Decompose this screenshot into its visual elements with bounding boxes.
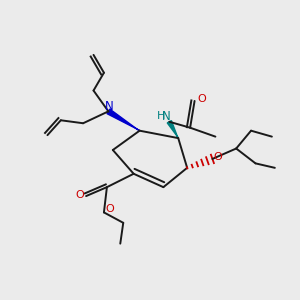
Text: O: O [75, 190, 84, 200]
Text: N: N [105, 100, 113, 113]
Polygon shape [167, 121, 178, 138]
Text: O: O [198, 94, 206, 104]
Text: O: O [213, 152, 222, 161]
Text: N: N [162, 110, 171, 123]
Polygon shape [107, 109, 140, 131]
Text: O: O [105, 204, 114, 214]
Text: H: H [157, 111, 165, 122]
